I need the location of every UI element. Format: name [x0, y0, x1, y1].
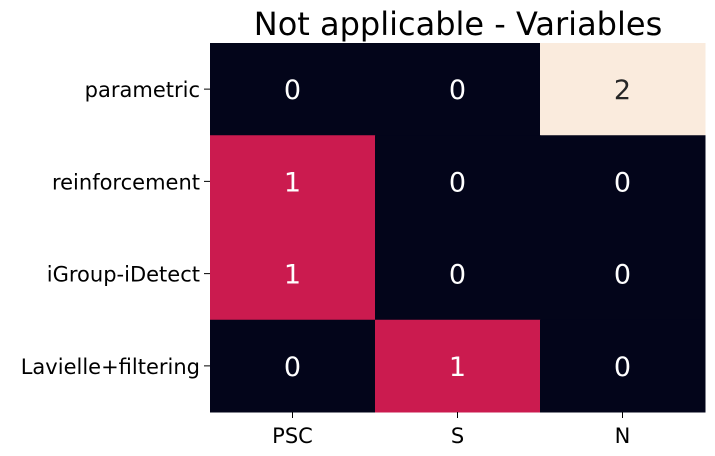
heatmap-cell	[540, 319, 706, 413]
heatmap-cells: 0 0 2 1 0 0 1 0 0 0 1 0	[210, 43, 706, 413]
cell-value-label: 0	[284, 75, 301, 106]
cell-value-label: 0	[449, 75, 466, 106]
cell-value-label: 1	[284, 260, 301, 291]
x-tick-label: N	[615, 424, 631, 448]
y-tick-label: Lavielle+filtering	[21, 355, 200, 379]
y-tick-label: parametric	[85, 78, 200, 102]
heatmap-cell	[210, 227, 376, 321]
heatmap-cell	[540, 43, 706, 136]
cell-value-label: 0	[284, 352, 301, 383]
y-tick-label: iGroup-iDetect	[47, 263, 200, 287]
y-tick-label: reinforcement	[52, 170, 200, 194]
heatmap-cell	[375, 227, 541, 321]
cell-value-label: 0	[614, 352, 631, 383]
chart-title: Not applicable - Variables	[254, 5, 662, 43]
heatmap-cell	[210, 319, 376, 413]
cell-value-label: 1	[284, 167, 301, 198]
heatmap-cell	[540, 227, 706, 321]
heatmap-cell	[210, 43, 376, 136]
cell-value-label: 0	[449, 260, 466, 291]
heatmap-cell	[375, 135, 541, 228]
heatmap-cell	[540, 135, 706, 228]
heatmap-cell	[375, 43, 541, 136]
cell-value-label: 2	[614, 75, 631, 106]
x-tick-label: S	[451, 424, 464, 448]
heatmap-cell	[210, 135, 376, 228]
heatmap-cell	[375, 319, 541, 413]
cell-value-label: 0	[449, 167, 466, 198]
cell-value-label: 1	[449, 352, 466, 383]
cell-value-label: 0	[614, 260, 631, 291]
cell-value-label: 0	[614, 167, 631, 198]
x-tick-label: PSC	[272, 424, 313, 448]
axis-ticks: parametric reinforcement iGroup-iDetect Lav…	[21, 78, 631, 448]
